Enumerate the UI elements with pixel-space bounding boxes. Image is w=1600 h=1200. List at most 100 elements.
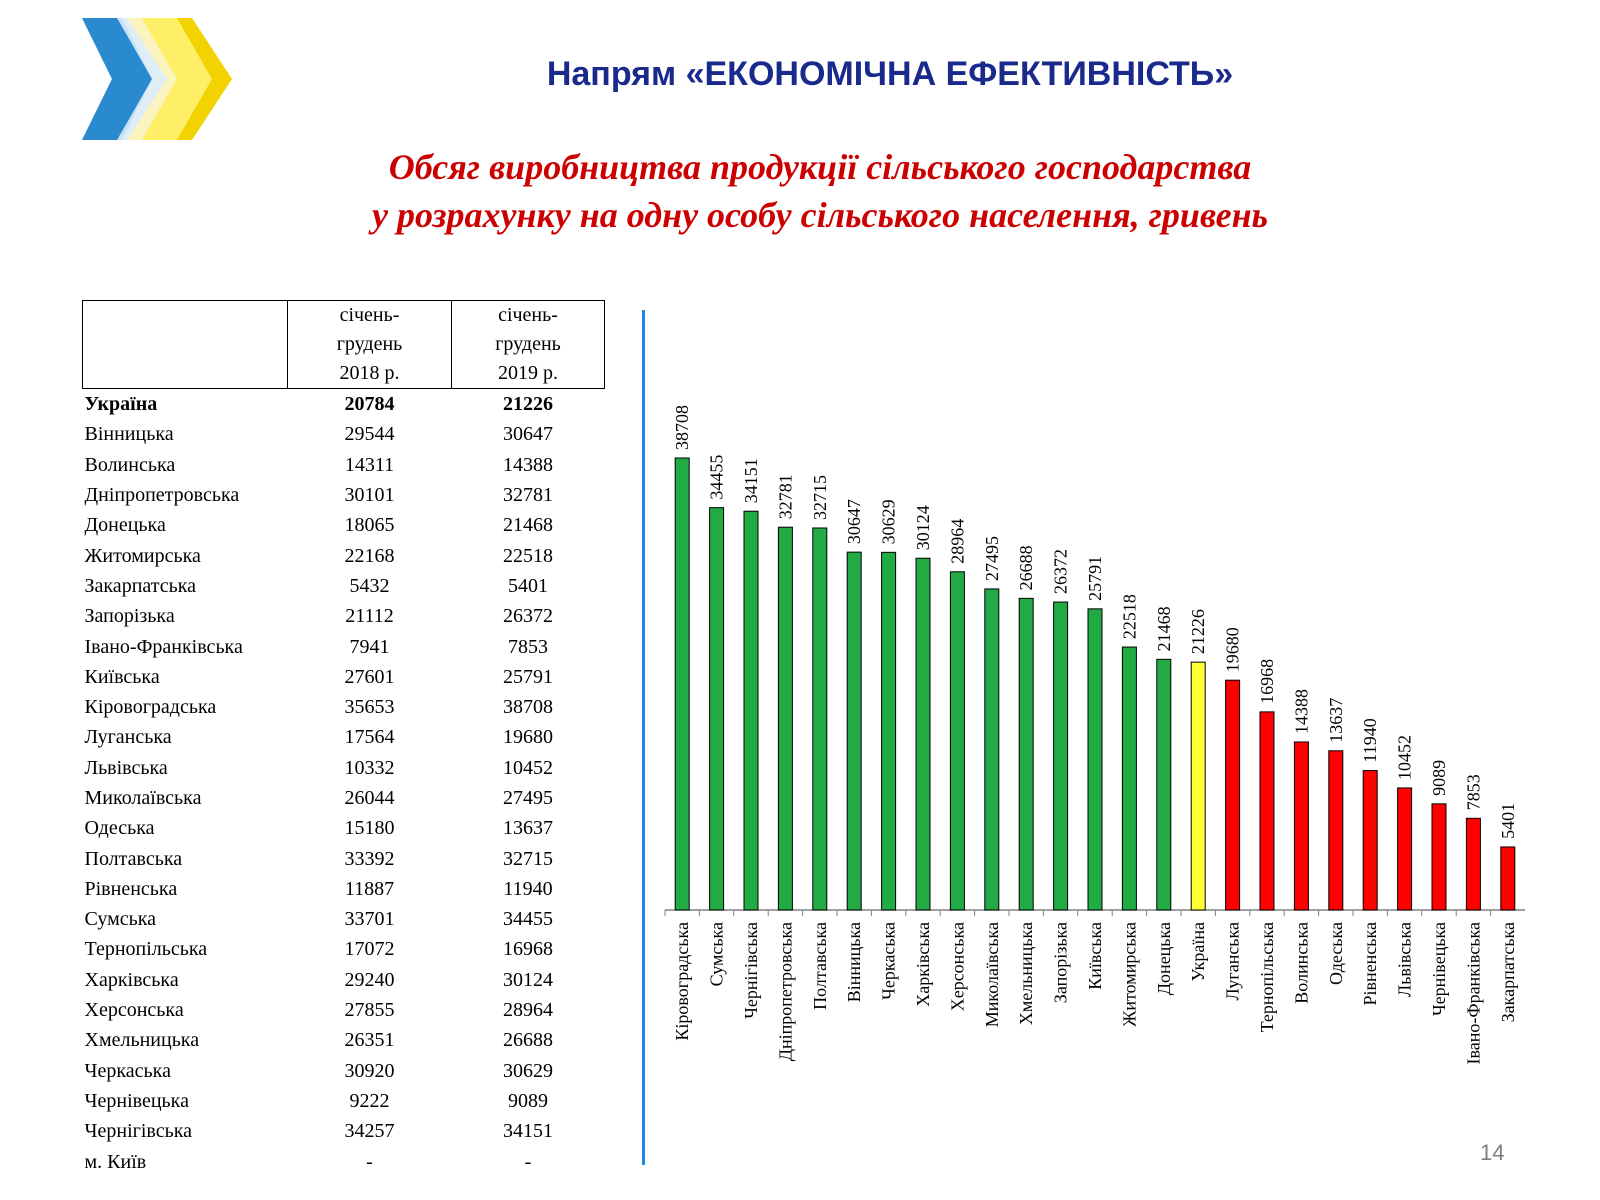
table-cell-2019: 27495 [503,787,553,809]
table-row: Луганська 17564 19680 [83,722,605,752]
data-label: 21468 [1154,606,1174,651]
bar [1087,608,1103,911]
table-cell-region: Тернопільська [84,938,208,961]
table-cell-region: Запорізька [84,605,175,628]
table-row: Харківська 29240 30124 [83,965,605,995]
table-row: Україна 20784 21226 [83,389,605,420]
bar [1431,803,1447,911]
table-cell-region: Житомирська [84,544,201,567]
table-row: Одеська 15180 13637 [83,813,605,843]
table-row: Житомирська 22168 22518 [83,540,605,570]
bar [777,526,793,911]
category-label: Донецька [1154,922,1174,995]
table-row: Донецька 18065 21468 [83,510,605,540]
bar [915,557,931,911]
table-cell-2019: 30647 [503,423,553,446]
table-cell-region: Чернігівська [84,1120,193,1143]
bar [709,507,725,911]
table-cell-region: Полтавська [84,847,183,870]
table-header-2019: січень-грудень 2019 р. [451,300,605,389]
data-label: 26688 [1016,545,1036,590]
table-cell-2019: 38708 [503,696,553,719]
bar [846,551,862,911]
data-label: 19680 [1223,627,1243,672]
table-row: Хмельницька 26351 26688 [83,1025,605,1055]
table-cell-region: Волинська [84,453,176,476]
bar [1259,711,1275,911]
category-label: Рівненська [1360,922,1380,1005]
data-label: 26372 [1051,549,1071,594]
table-cell-2018: 33701 [344,908,395,931]
table-cell-2019: 30629 [503,1059,553,1082]
category-label: Дніпропетровська [775,922,795,1061]
table-cell-region: Харківська [84,968,179,991]
table-cell-region: Херсонська [84,999,184,1022]
table-cell-2018: 9222 [349,1089,390,1112]
data-label: 7853 [1463,774,1483,810]
table-cell-2018: 7941 [349,635,390,658]
table-row: Херсонська 27855 28964 [83,995,605,1025]
table-cell-2018: 26044 [344,787,395,809]
vertical-divider [642,310,645,1165]
table-row: м. Київ - - [83,1146,605,1176]
table-cell-2018: 27601 [344,665,395,688]
category-label: Полтавська [810,922,830,1010]
category-label: Закарпатська [1498,922,1518,1022]
table-cell-2019: 14388 [503,453,553,476]
category-label: Херсонська [947,922,967,1011]
table-cell-2018: 14311 [344,453,395,476]
category-label: Вінницька [844,922,864,1002]
table-cell-2019: 7853 [508,635,548,658]
data-label: 30629 [879,499,899,544]
bar [812,527,828,911]
table-cell-region: Київська [84,665,160,688]
table-row: Запорізька 21112 26372 [83,601,605,631]
bar [984,588,1000,911]
bar [1018,597,1034,911]
table-cell-region: Кіровоградська [84,696,217,719]
table-cell-2018: 35653 [344,696,395,719]
table-cell-region: Сумська [84,908,157,931]
data-label: 10452 [1395,735,1415,780]
category-label: Хмельницька [1016,922,1036,1025]
bar [949,571,965,911]
table-cell-region: Україна [84,393,158,416]
table-cell-2019: 32715 [503,847,553,870]
bar [1465,817,1481,911]
chart-title-line-2: у розрахунку на одну особу сільського на… [371,195,1269,235]
table-row: Івано-Франківська 7941 7853 [83,631,605,661]
table-cell-2018: 29240 [344,968,395,991]
data-label: 11940 [1360,718,1380,762]
table-cell-2019: 21226 [503,393,553,416]
data-label: 22518 [1119,594,1139,639]
table-cell-2018: 29544 [344,423,395,446]
table-cell-region: Вінницька [84,423,174,446]
table-cell-region: Чернівецька [84,1089,189,1112]
table-cell-2019: 5401 [508,574,548,597]
table-cell-2019: 21468 [503,514,553,537]
category-label: Одеська [1326,922,1346,985]
table-cell-2018: 30920 [344,1059,395,1082]
table-cell-2019: 34455 [503,908,553,931]
table-cell-region: Дніпропетровська [84,484,240,507]
bar [1362,770,1378,911]
chart-title-line-1: Обсяг виробництва продукції сільського г… [388,147,1252,187]
table-row: Київська 27601 25791 [83,662,605,692]
table-cell-region: Луганська [84,726,172,749]
table-cell-2019: 9089 [508,1089,548,1112]
table-cell-2019: 34151 [503,1120,553,1143]
table-cell-2018: 18065 [344,514,395,537]
data-label: 27495 [982,536,1002,581]
table-cell-region: Донецька [84,514,166,537]
table-cell-2018: 20784 [344,393,395,416]
table-cell-2018: 30101 [344,484,395,507]
table-row: Кіровоградська 35653 38708 [83,692,605,722]
category-label: Волинська [1291,922,1311,1004]
category-label: Сумська [707,922,727,986]
category-label: Івано-Франківська [1463,922,1483,1065]
category-label: Чернігівська [741,922,761,1019]
table-cell-region: Черкаська [84,1059,171,1082]
table-cell-2018: 22168 [344,544,395,567]
table-cell-2019: 30124 [503,968,553,991]
table-cell-2018: 15180 [344,817,395,840]
